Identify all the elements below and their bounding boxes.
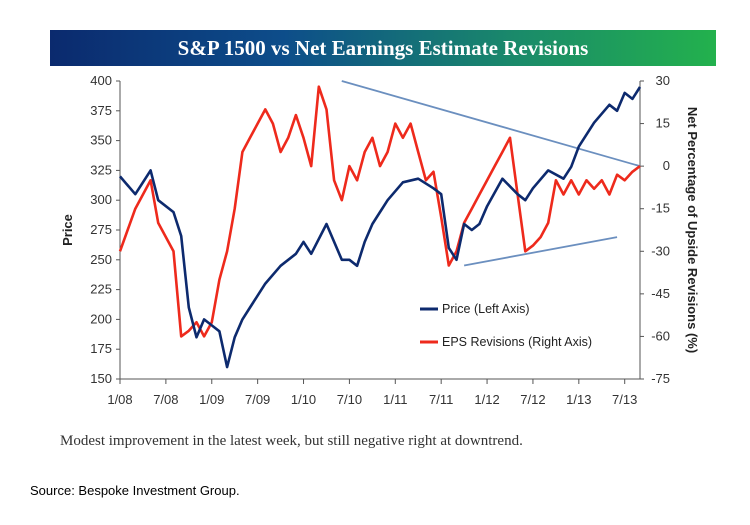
legend-label: Price (Left Axis) [442,302,530,316]
x-tick-label: 1/13 [566,392,591,407]
legend-label: EPS Revisions (Right Axis) [442,335,592,349]
y-axis-title-right: Net Percentage of Upside Revisions (%) [685,107,700,353]
chart-title: S&P 1500 vs Net Earnings Estimate Revisi… [177,36,589,60]
eps-revisions-series-line [118,85,641,338]
x-tick-label: 7/13 [612,392,637,407]
series-lines [118,85,642,369]
left-tick-label: 300 [90,192,112,207]
left-tick-label: 150 [90,371,112,386]
x-tick-label: 7/11 [429,392,453,407]
trendlines [341,80,641,267]
left-tick-label: 200 [90,311,112,326]
right-tick-label: -15 [651,201,670,216]
left-tick-label: 275 [90,222,112,237]
left-tick-label: 225 [90,282,112,297]
source-note: Source: Bespoke Investment Group. [30,483,240,498]
right-tick-label: -75 [651,371,670,386]
x-tick-label: 7/12 [520,392,545,407]
right-tick-label: -60 [651,328,670,343]
y-axis-title-left: Price [60,214,75,246]
x-tick-label: 1/08 [107,392,132,407]
x-tick-label: 1/09 [199,392,224,407]
x-tick-label: 1/10 [291,392,316,407]
downtrend-trendline [341,80,641,168]
x-tick-label: 7/10 [337,392,362,407]
axes: 150175200225250275300325350375400-75-60-… [60,73,700,407]
right-tick-label: 30 [656,73,670,88]
x-tick-label: 7/08 [153,392,178,407]
uptrend-trendline [463,236,618,267]
right-tick-label: -30 [651,243,670,258]
x-tick-label: 7/09 [245,392,270,407]
chart-caption: Modest improvement in the latest week, b… [60,433,523,449]
right-tick-label: -45 [651,286,670,301]
left-tick-label: 325 [90,162,112,177]
legend: Price (Left Axis) EPS Revisions (Right Ax… [420,302,592,349]
right-tick-label: 15 [656,116,670,131]
left-tick-label: 375 [90,103,112,118]
x-tick-label: 1/11 [383,392,407,407]
right-tick-label: 0 [663,158,670,173]
left-tick-label: 350 [90,133,112,148]
chart-title-banner: S&P 1500 vs Net Earnings Estimate Revisi… [50,30,716,66]
left-tick-label: 175 [90,341,112,356]
left-tick-label: 400 [90,73,112,88]
left-tick-label: 250 [90,252,112,267]
x-tick-label: 1/12 [474,392,499,407]
price-series-line [119,86,642,369]
